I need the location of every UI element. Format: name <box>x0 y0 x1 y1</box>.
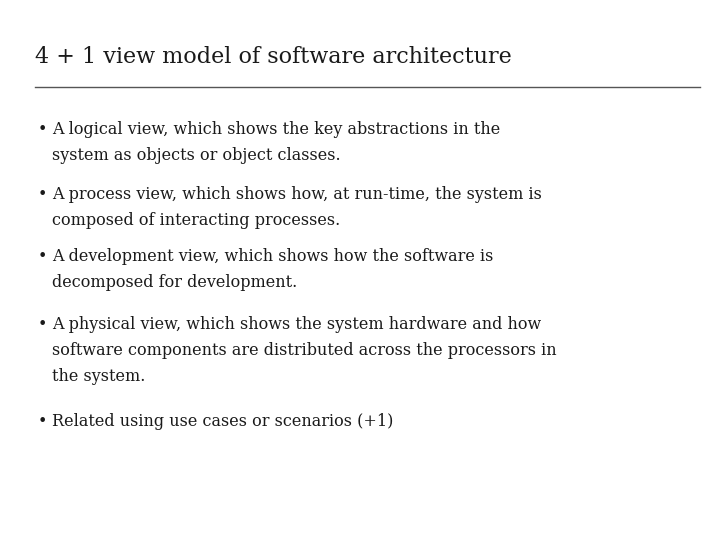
Text: A development view, which shows how the software is: A development view, which shows how the … <box>52 248 493 265</box>
Text: Related using use cases or scenarios (+1): Related using use cases or scenarios (+1… <box>52 413 393 430</box>
Text: •: • <box>37 316 47 333</box>
Text: composed of interacting processes.: composed of interacting processes. <box>52 212 340 229</box>
Text: •: • <box>37 186 47 203</box>
Text: A physical view, which shows the system hardware and how: A physical view, which shows the system … <box>52 316 541 333</box>
Text: the system.: the system. <box>52 368 145 384</box>
Text: A process view, which shows how, at run-time, the system is: A process view, which shows how, at run-… <box>52 186 541 203</box>
Text: •: • <box>37 248 47 265</box>
Text: •: • <box>37 122 47 138</box>
Text: decomposed for development.: decomposed for development. <box>52 274 297 291</box>
Text: 4 + 1 view model of software architecture: 4 + 1 view model of software architectur… <box>35 46 511 68</box>
Text: system as objects or object classes.: system as objects or object classes. <box>52 147 341 164</box>
Text: A logical view, which shows the key abstractions in the: A logical view, which shows the key abst… <box>52 122 500 138</box>
Text: •: • <box>37 413 47 430</box>
Text: software components are distributed across the processors in: software components are distributed acro… <box>52 342 557 359</box>
